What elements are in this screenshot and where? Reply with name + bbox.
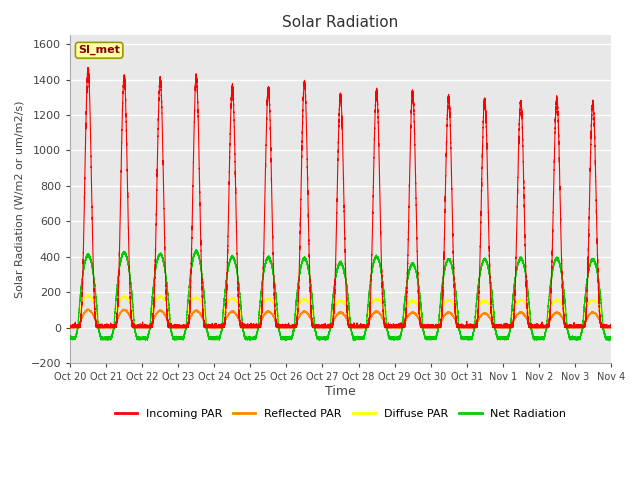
Text: SI_met: SI_met (78, 45, 120, 55)
X-axis label: Time: Time (325, 385, 356, 398)
Y-axis label: Solar Radiation (W/m2 or um/m2/s): Solar Radiation (W/m2 or um/m2/s) (15, 100, 25, 298)
Legend: Incoming PAR, Reflected PAR, Diffuse PAR, Net Radiation: Incoming PAR, Reflected PAR, Diffuse PAR… (110, 404, 571, 423)
Title: Solar Radiation: Solar Radiation (282, 15, 399, 30)
